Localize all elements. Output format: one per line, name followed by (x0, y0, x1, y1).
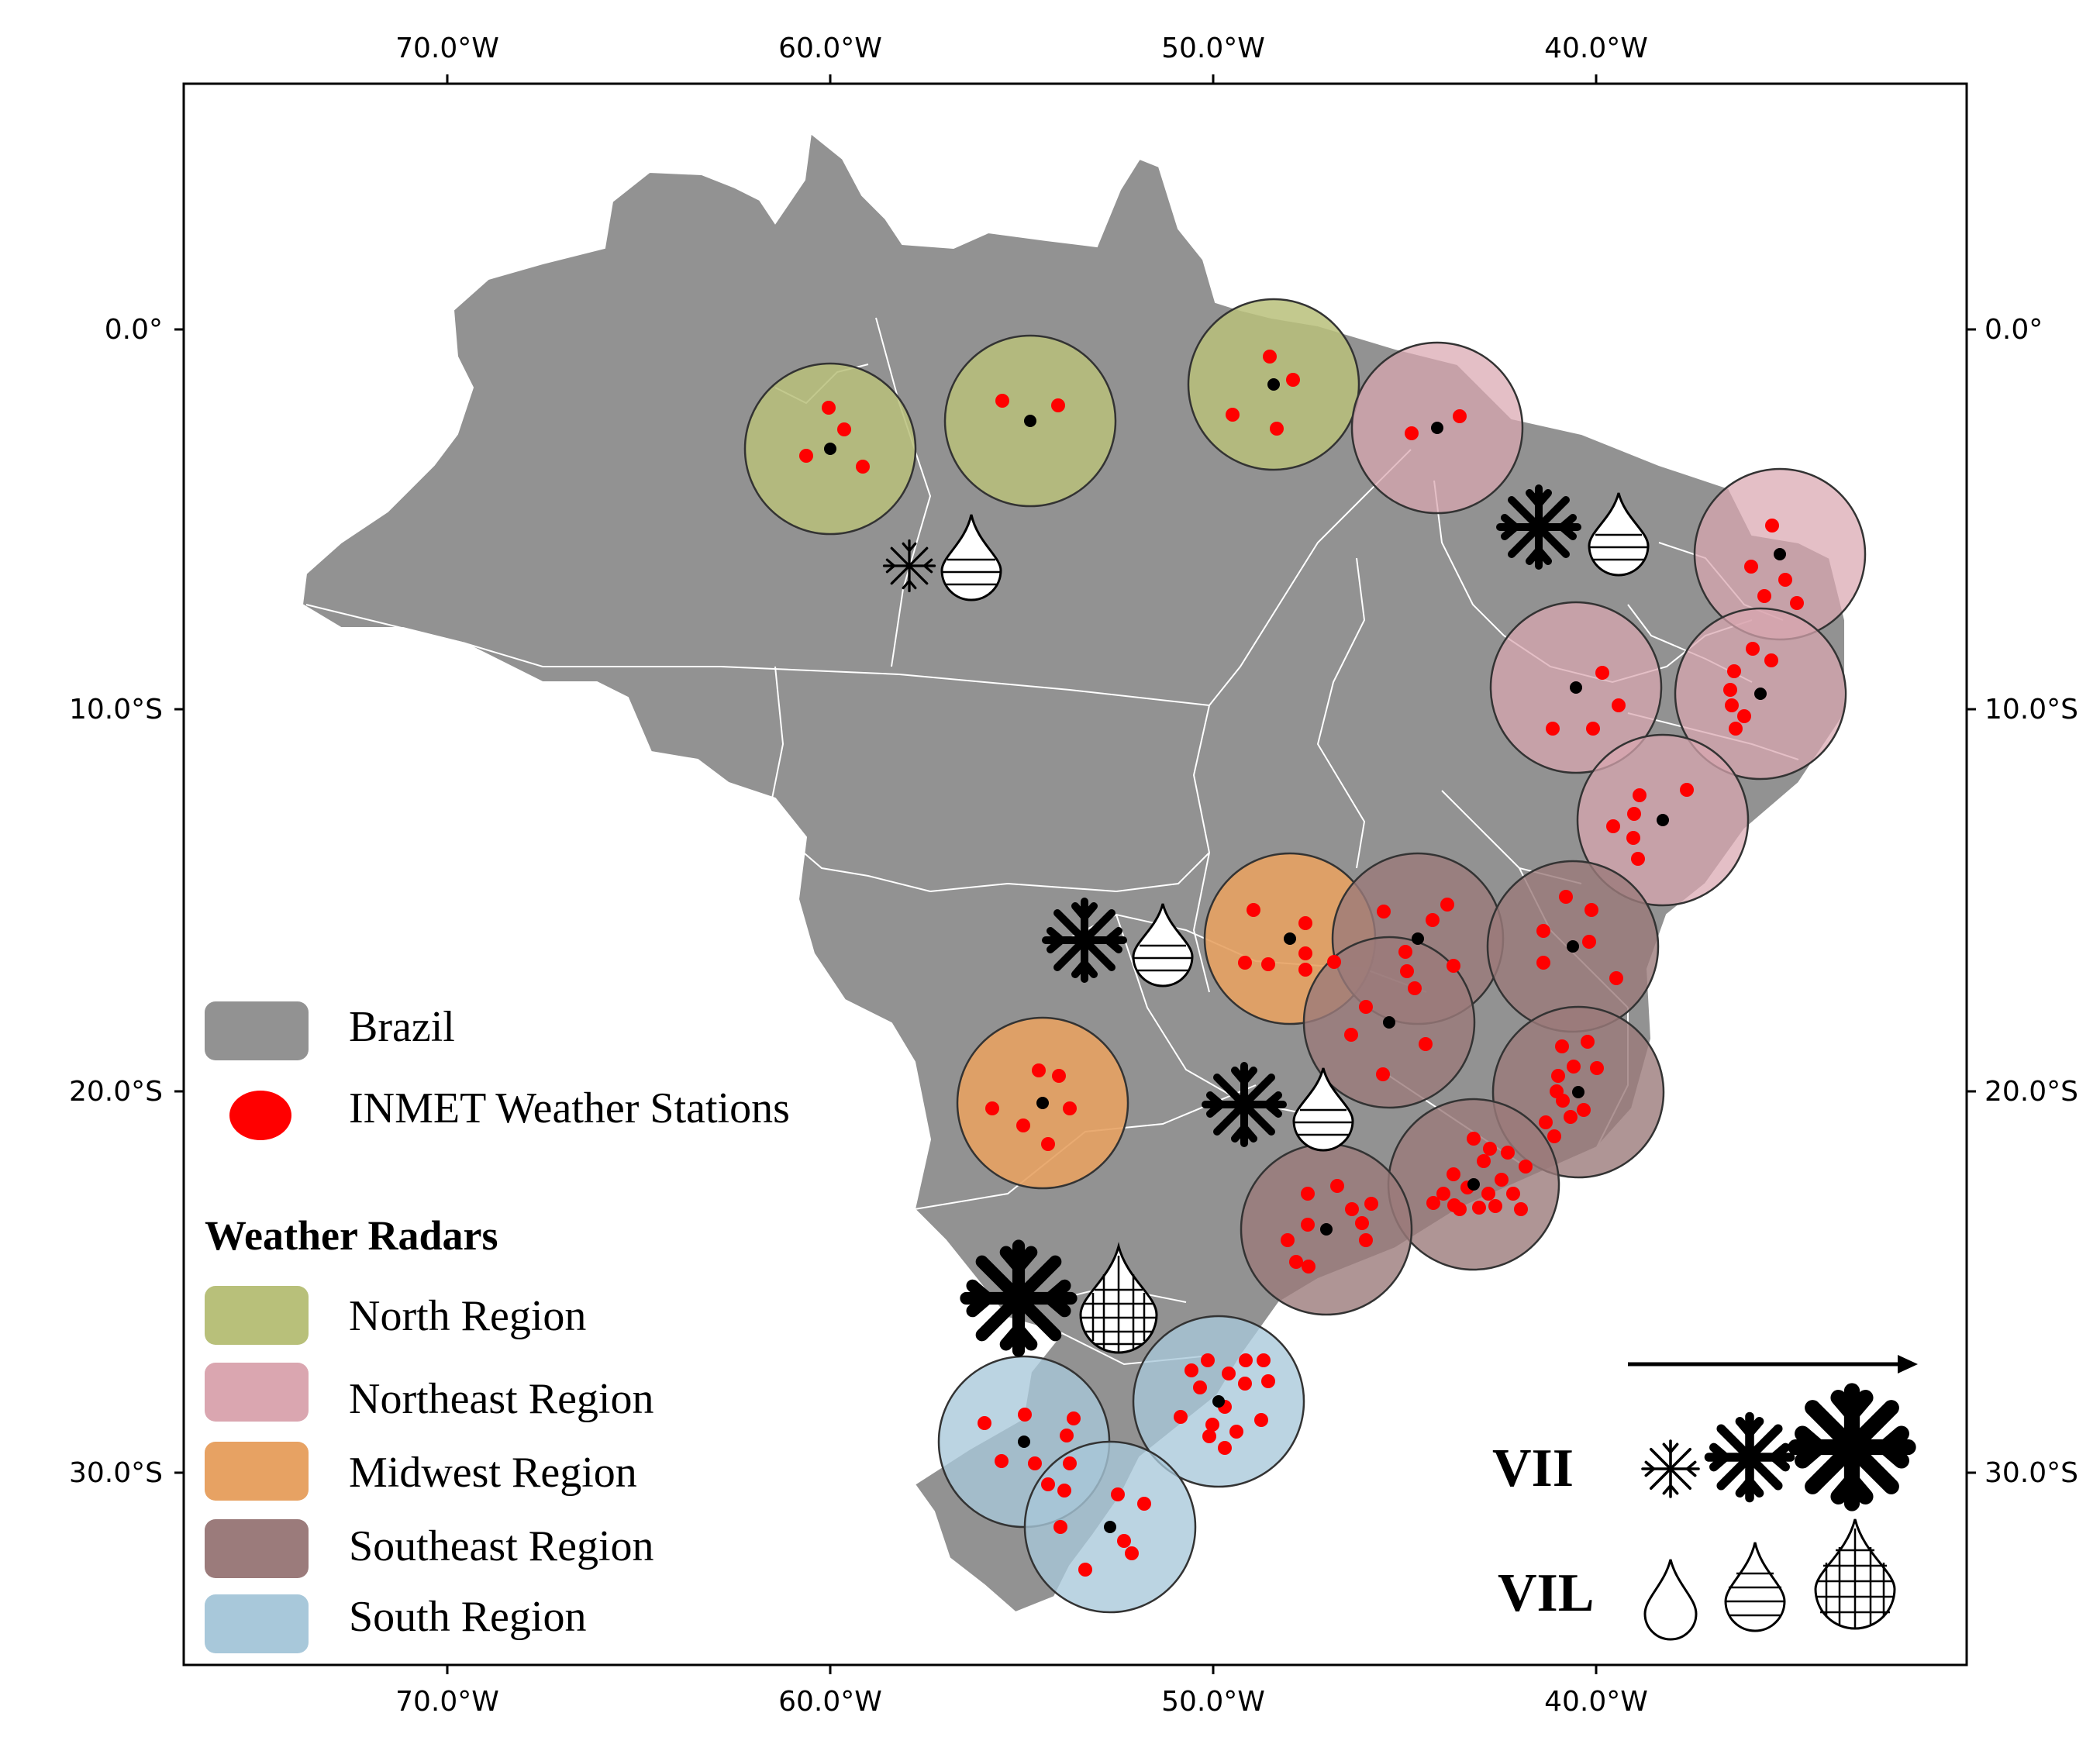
drop-horizontal-lines-icon (940, 514, 1002, 601)
snowflake-small-icon (1642, 1440, 1699, 1498)
drop-plain-icon (1643, 1559, 1698, 1641)
legend-swatch-brazil (205, 1001, 309, 1060)
legend-label-southeast: Southeast Region (349, 1522, 654, 1570)
top-tick-label: 60.0°W (778, 33, 882, 64)
legend-swatch-south (205, 1594, 309, 1653)
vii-label: VII (1492, 1439, 1574, 1498)
right-axis: 0.0° 10.0°S 20.0°S 30.0°S (1984, 314, 2078, 1489)
snowflake-medium-icon (1205, 1065, 1284, 1144)
legend-label-brazil: Brazil (349, 1003, 455, 1051)
legend-label-north: North Region (349, 1292, 586, 1340)
axis-ticks (174, 74, 1976, 1674)
snowflake-small-icon (884, 540, 935, 591)
left-tick-label: 10.0°S (69, 694, 163, 726)
left-axis: 0.0° 10.0°S 20.0°S 30.0°S (69, 314, 163, 1489)
right-tick-label: 10.0°S (1984, 694, 2078, 726)
right-tick-label: 0.0° (1984, 314, 2043, 346)
bottom-tick-label: 40.0°W (1544, 1686, 1648, 1718)
snowflake-medium-icon (1499, 488, 1578, 567)
legend-label-stations: INMET Weather Stations (349, 1084, 790, 1132)
legend-title-radars: Weather Radars (205, 1212, 498, 1259)
bottom-axis: 70.0°W 60.0°W 50.0°W 40.0°W (395, 1686, 1648, 1718)
snowflake-large-icon (965, 1245, 1072, 1352)
legend-swatch-northeast (205, 1363, 309, 1422)
left-tick-label: 20.0°S (69, 1076, 163, 1108)
bottom-tick-label: 50.0°W (1161, 1686, 1265, 1718)
legend-swatch-midwest (205, 1442, 309, 1501)
intensity-scale: VII VIL (1492, 1355, 1918, 1641)
top-axis: 70.0°W 60.0°W 50.0°W 40.0°W (395, 33, 1648, 64)
left-tick-label: 30.0°S (69, 1457, 163, 1489)
snowflake-large-icon (1795, 1390, 1909, 1504)
legend-label-midwest: Midwest Region (349, 1449, 637, 1497)
legend-swatch-stations (229, 1091, 291, 1140)
snowflake-medium-icon (1045, 901, 1124, 980)
legend: Brazil INMET Weather Stations Weather Ra… (205, 1001, 790, 1653)
legend-swatch-southeast (205, 1519, 309, 1578)
vil-label: VIL (1498, 1563, 1594, 1623)
legend-label-northeast: Northeast Region (349, 1375, 653, 1423)
bottom-tick-label: 70.0°W (395, 1686, 499, 1718)
bottom-tick-label: 60.0°W (778, 1686, 882, 1718)
top-tick-label: 70.0°W (395, 33, 499, 64)
radar-centers (824, 378, 1786, 1533)
station-points (799, 350, 1804, 1577)
top-tick-label: 40.0°W (1544, 33, 1648, 64)
snowflake-medium-icon (1708, 1415, 1791, 1499)
top-tick-label: 50.0°W (1161, 33, 1265, 64)
right-tick-label: 20.0°S (1984, 1076, 2078, 1108)
right-tick-label: 30.0°S (1984, 1457, 2078, 1489)
arrowhead-icon (1898, 1355, 1918, 1373)
left-tick-label: 0.0° (105, 314, 163, 346)
legend-swatch-north (205, 1286, 309, 1345)
legend-label-south: South Region (349, 1593, 586, 1641)
